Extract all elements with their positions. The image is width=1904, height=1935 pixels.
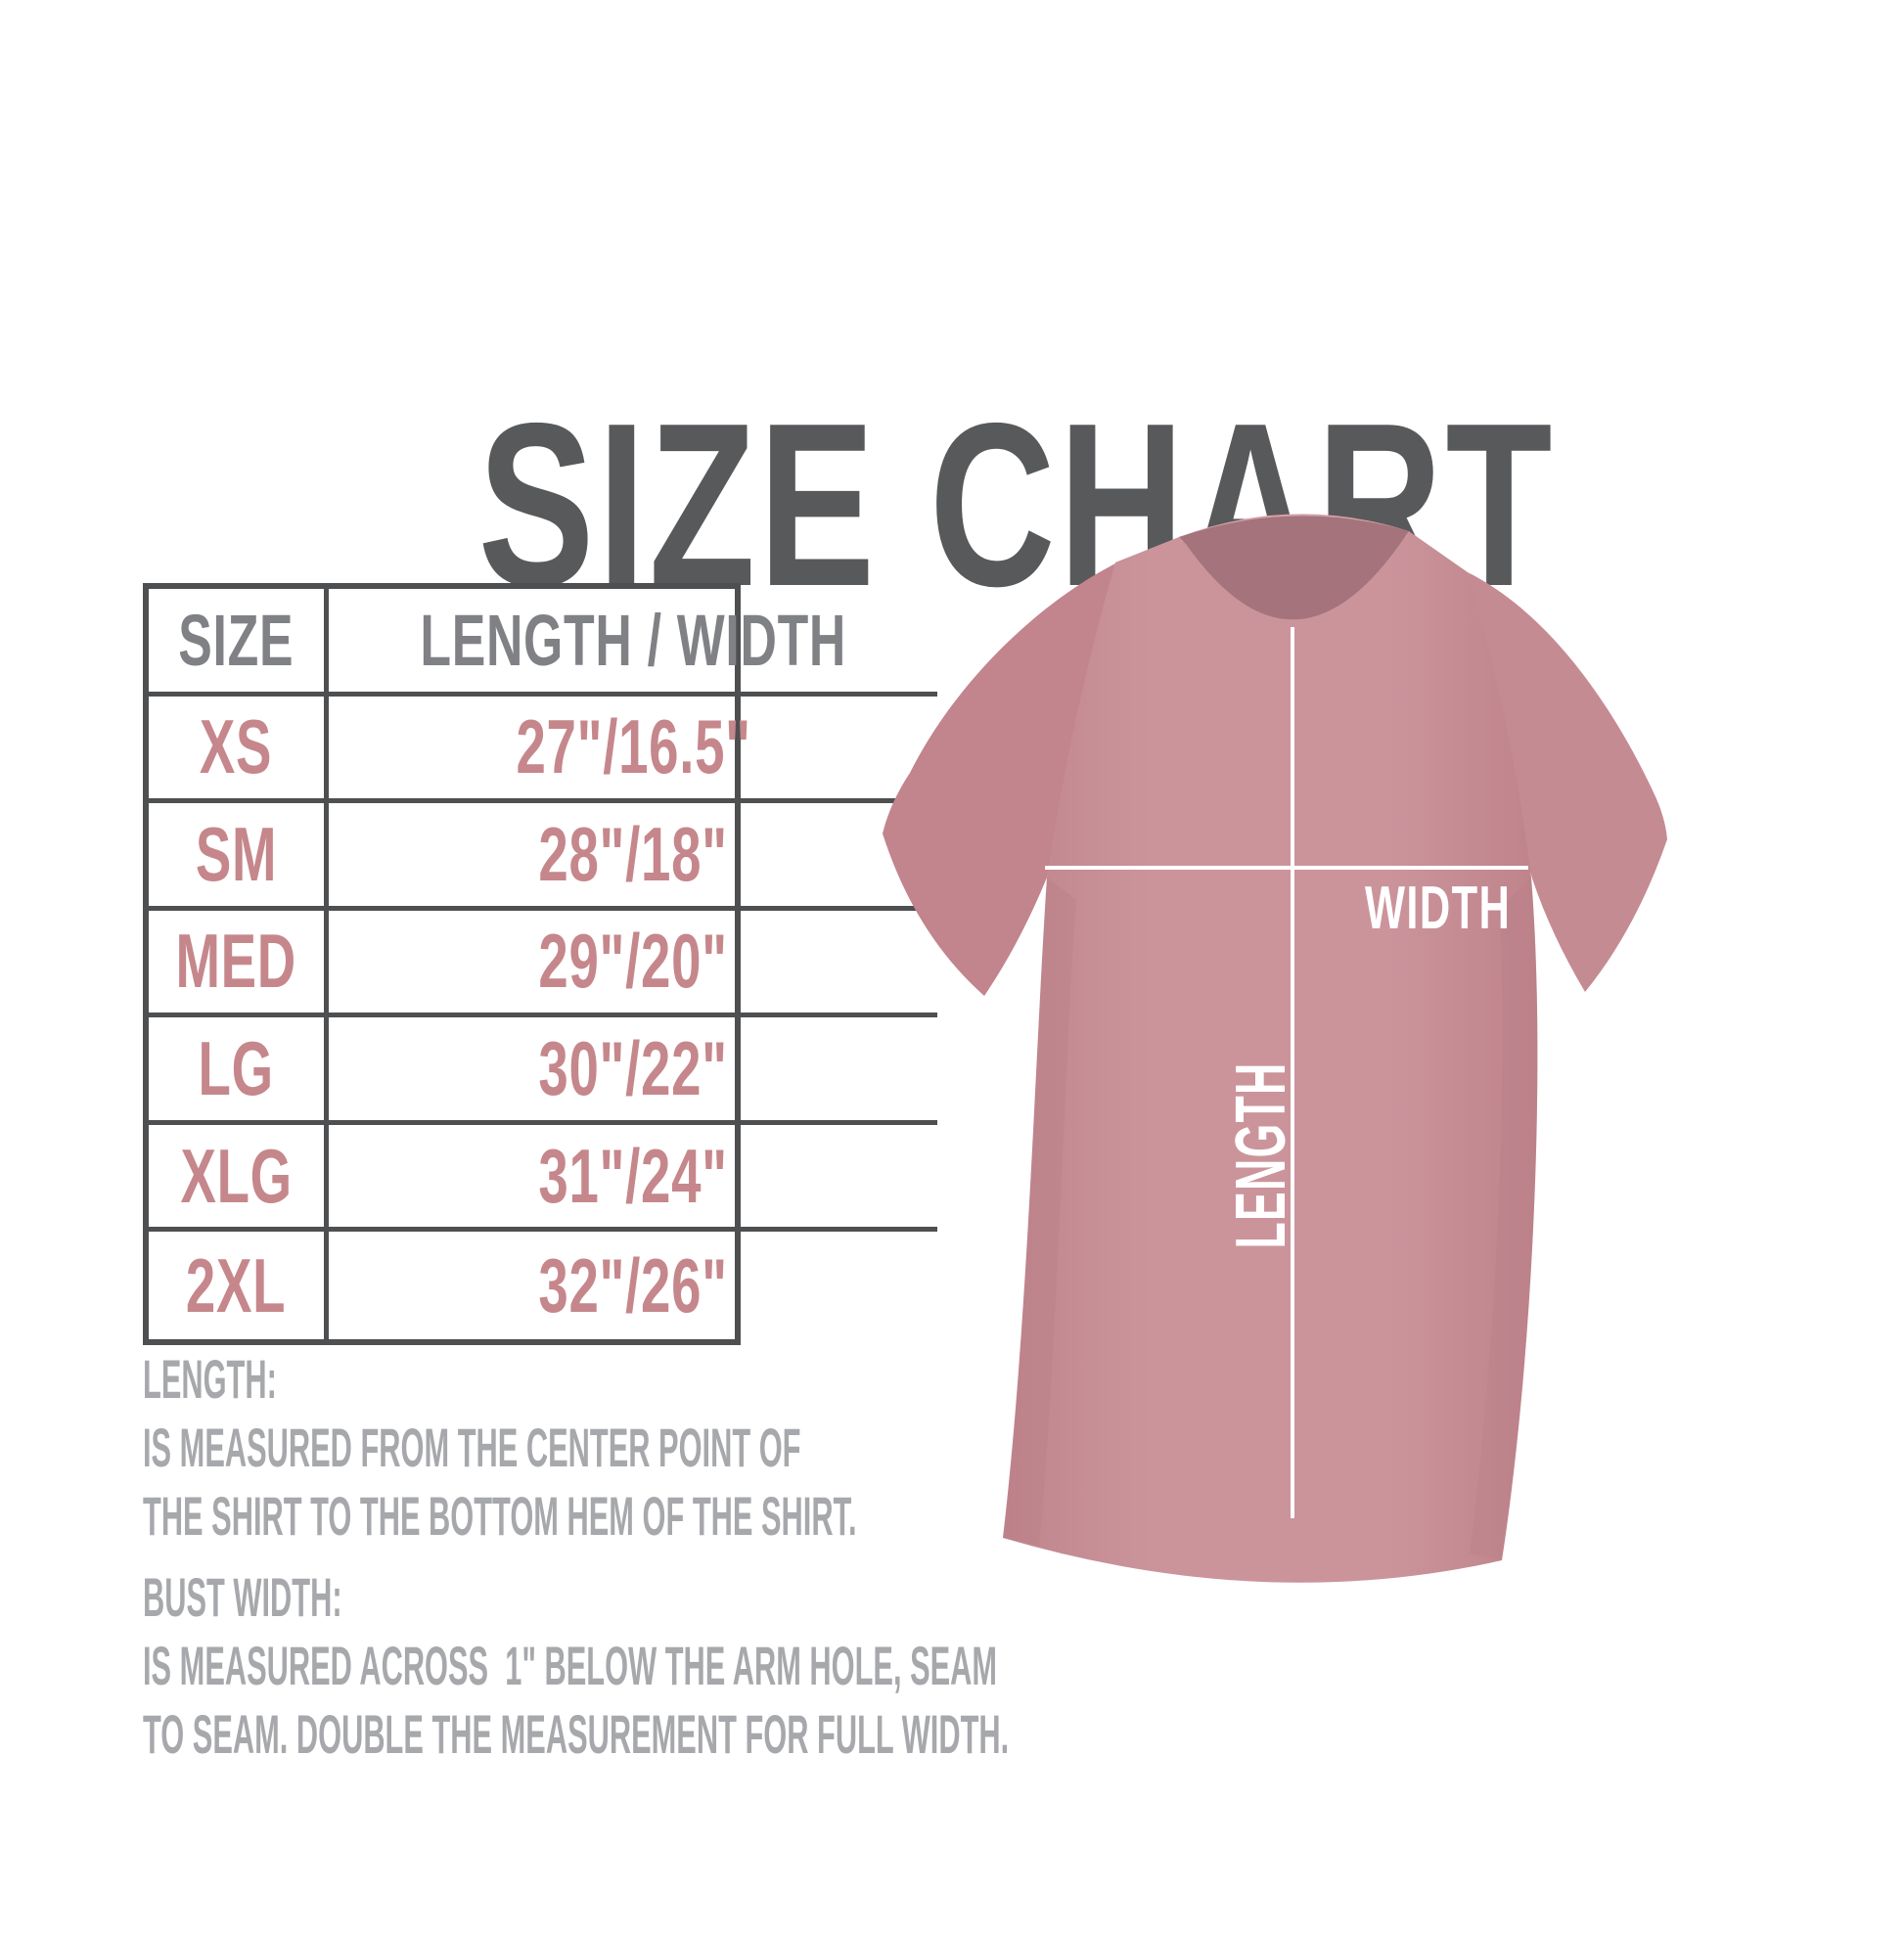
length-measure-line <box>1291 627 1294 1518</box>
page-title-text: SIZE CHART <box>477 376 1556 635</box>
table-row-2xl-measurement: 32"/26" <box>538 1241 728 1328</box>
table-row-med-size: MED <box>149 910 329 1018</box>
tshirt-body <box>1003 516 1538 1583</box>
bust-note-line: TO SEAM. DOUBLE THE MEASUREMENT FOR FULL… <box>143 1703 1010 1765</box>
table-header-length-width: LENGTH / WIDTH <box>329 589 938 697</box>
width-label: WIDTH <box>1365 875 1512 942</box>
length-note-heading: LENGTH: <box>143 1348 277 1410</box>
table-row-lg-measurement: 30"/22" <box>329 1017 938 1125</box>
table-row-sm-size: SM <box>149 803 329 911</box>
length-note-line: THE SHIRT TO THE BOTTOM HEM OF THE SHIRT… <box>143 1485 857 1547</box>
tshirt-fold-shadow-right <box>1470 878 1538 1560</box>
width-measure-line <box>1045 866 1528 870</box>
table-row-lg-size: LG <box>149 1017 329 1125</box>
length-note: LENGTH: IS MEASURED FROM THE CENTER POIN… <box>143 1345 1440 1551</box>
table-row-xlg-size: XLG <box>149 1124 329 1233</box>
table-header-size: SIZE <box>149 589 329 697</box>
bust-width-note: BUST WIDTH: IS MEASURED ACROSS 1" BELOW … <box>143 1563 1717 1769</box>
table-row-2xl-size: 2XL <box>149 1232 329 1339</box>
table-row-sm-measurement: 28"/18" <box>329 803 938 911</box>
tshirt-right-sleeve <box>1468 572 1667 992</box>
table-row-xlg-measurement: 31"/24" <box>329 1125 938 1233</box>
tshirt-fold-shadow-left <box>1003 878 1076 1546</box>
length-note-line: IS MEASURED FROM THE CENTER POINT OF <box>143 1417 801 1478</box>
page-title: SIZE CHART <box>0 157 1904 622</box>
tshirt-left-sleeve <box>883 560 1123 996</box>
table-row-med-measurement: 29"/20" <box>329 911 938 1018</box>
bust-note-line: IS MEASURED ACROSS 1" BELOW THE ARM HOLE… <box>143 1635 998 1696</box>
table-row-xs-size: XS <box>149 696 329 804</box>
table-row-xs-measurement: 27"/16.5" <box>329 697 938 804</box>
bust-note-heading: BUST WIDTH: <box>143 1566 342 1628</box>
length-label: LENGTH <box>1222 1061 1300 1249</box>
tshirt-collar-shadow <box>1179 516 1409 620</box>
size-chart-table: SIZE LENGTH / WIDTH XS 27"/16.5" SM 28"/… <box>143 583 938 1345</box>
